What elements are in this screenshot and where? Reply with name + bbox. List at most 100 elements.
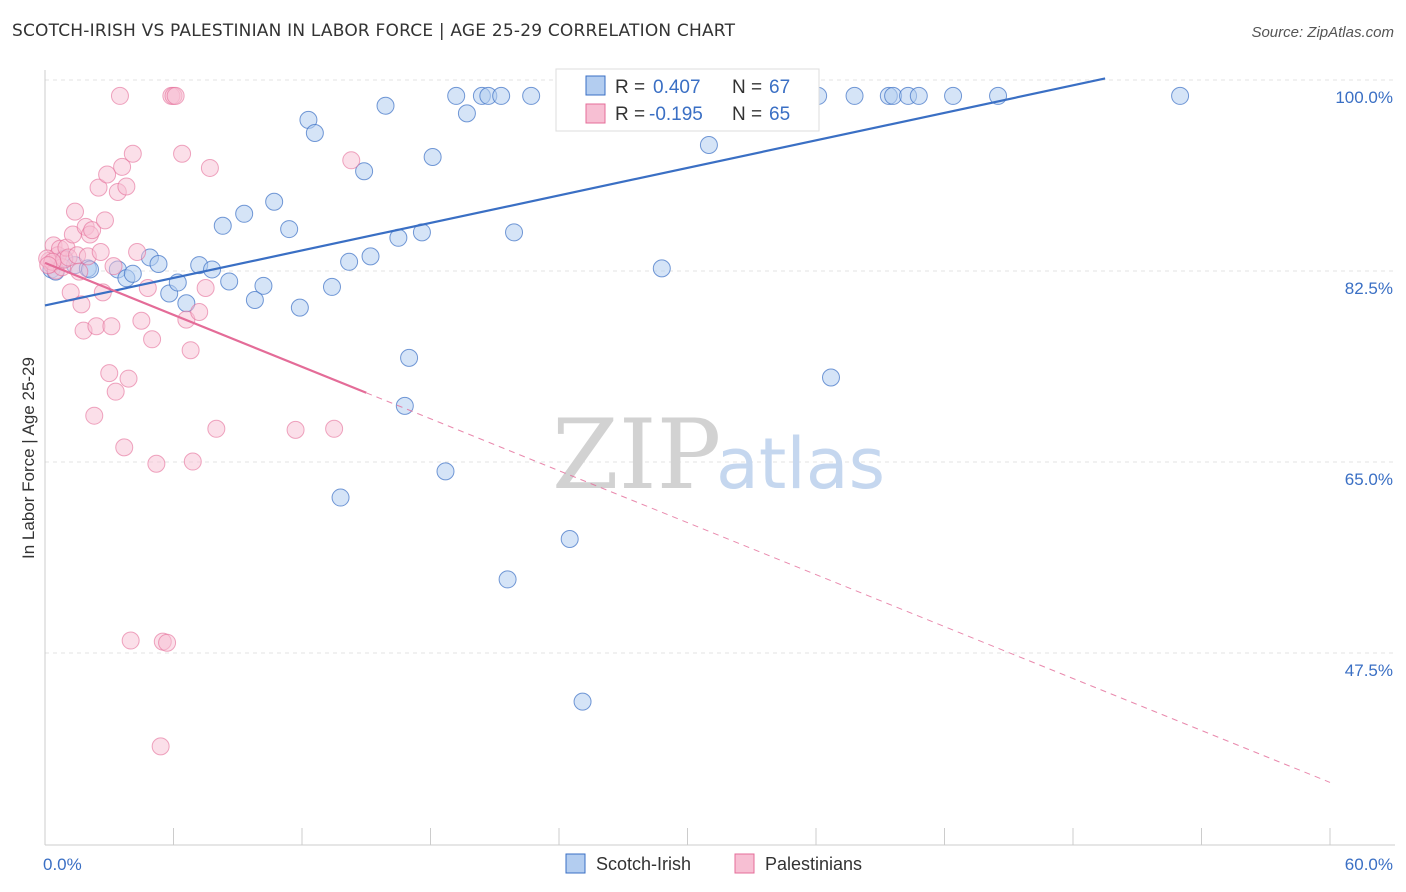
scotch-irish-point bbox=[149, 254, 168, 273]
palestinian-point bbox=[151, 737, 170, 756]
palestinian-point bbox=[102, 317, 121, 336]
palestinian-point bbox=[113, 157, 132, 176]
trend-lines bbox=[44, 77, 1331, 783]
palestinian-point bbox=[183, 452, 202, 471]
y-tick-label: 47.5% bbox=[1345, 661, 1393, 680]
palestinian-point bbox=[207, 419, 226, 438]
palestinian-trend-extension bbox=[366, 392, 1331, 783]
palestinian-point bbox=[100, 364, 119, 383]
scotch-irish-point bbox=[322, 277, 341, 296]
y-axis-title: In Labor Force | Age 25-29 bbox=[19, 357, 38, 559]
palestinian-point bbox=[342, 151, 361, 170]
scotch-irish-point bbox=[436, 462, 455, 481]
watermark-atlas: atlas bbox=[716, 423, 885, 505]
scotch-irish-point bbox=[821, 368, 840, 387]
source-credit: Source: ZipAtlas.com bbox=[1251, 24, 1394, 41]
palestinian-point bbox=[181, 341, 200, 360]
palestinian-point bbox=[173, 144, 192, 163]
scotch-irish-point bbox=[245, 291, 264, 310]
palestinian-point bbox=[110, 86, 129, 105]
palestinian-point bbox=[196, 279, 215, 297]
stats-n-label-palestinians: N = bbox=[732, 104, 762, 125]
stats-swatch-scotch-irish bbox=[585, 75, 606, 96]
scotch-irish-point bbox=[423, 148, 442, 167]
scotch-irish-point bbox=[1171, 86, 1190, 105]
scotch-irish-point bbox=[492, 86, 511, 105]
legend: Scotch-Irish Palestinians bbox=[565, 853, 862, 874]
x-tick-label-min: 0.0% bbox=[43, 855, 82, 874]
y-tick-label: 82.5% bbox=[1345, 279, 1393, 298]
palestinian-point bbox=[123, 144, 142, 163]
scotch-irish-point bbox=[305, 124, 324, 143]
scotch-irish-point bbox=[331, 488, 350, 507]
scotch-irish-point bbox=[361, 247, 380, 266]
stats-n-palestinians: 65 bbox=[769, 104, 790, 125]
palestinian-point bbox=[119, 369, 138, 388]
scotch-irish-point bbox=[235, 204, 254, 223]
stats-r-label-palestinians: R = bbox=[615, 104, 645, 125]
palestinian-point bbox=[85, 406, 104, 425]
stats-r-label-scotch-irish: R = bbox=[615, 77, 645, 98]
chart-title: SCOTCH-IRISH VS PALESTINIAN IN LABOR FOR… bbox=[12, 21, 736, 41]
palestinian-point bbox=[95, 211, 114, 230]
palestinian-point bbox=[117, 177, 136, 196]
y-tick-label: 100.0% bbox=[1335, 88, 1393, 107]
scotch-irish-point bbox=[699, 136, 718, 155]
legend-label-scotch-irish[interactable]: Scotch-Irish bbox=[596, 854, 691, 874]
palestinian-point bbox=[91, 242, 110, 261]
palestinian-trend-line bbox=[44, 261, 367, 394]
palestinian-point bbox=[83, 221, 102, 240]
scotch-irish-point bbox=[254, 276, 273, 295]
palestinian-point bbox=[200, 158, 219, 177]
stats-r-palestinians: -0.195 bbox=[649, 104, 703, 125]
palestinian-point bbox=[72, 295, 91, 314]
palestinian-point bbox=[286, 420, 305, 439]
scotch-irish-point bbox=[652, 259, 671, 278]
stats-r-scotch-irish: 0.407 bbox=[653, 77, 701, 98]
scotch-irish-point bbox=[498, 570, 517, 589]
scotch-irish-point bbox=[213, 216, 232, 235]
scotch-irish-point bbox=[909, 86, 928, 105]
scotch-irish-point bbox=[400, 348, 419, 367]
scotch-irish-point bbox=[376, 96, 395, 115]
palestinian-point bbox=[166, 86, 185, 105]
stats-box: R = 0.407 N = 67 R = -0.195 N = 65 bbox=[555, 68, 820, 132]
y-axis-tick-labels: 100.0% 82.5% 65.0% 47.5% bbox=[1335, 88, 1393, 680]
x-axis-ticks bbox=[44, 828, 1331, 845]
palestinian-point bbox=[115, 438, 134, 457]
legend-label-palestinians[interactable]: Palestinians bbox=[765, 854, 862, 874]
scotch-irish-trend-line bbox=[44, 77, 1106, 307]
legend-swatch-scotch-irish[interactable] bbox=[565, 853, 586, 874]
scotch-irish-point bbox=[340, 252, 359, 271]
palestinian-point bbox=[104, 257, 123, 276]
scotch-irish-point bbox=[280, 220, 299, 239]
scotch-irish-point bbox=[884, 86, 903, 105]
scotch-irish-point bbox=[123, 264, 142, 283]
palestinian-point bbox=[132, 311, 151, 330]
y-tick-label: 65.0% bbox=[1345, 470, 1393, 489]
scotch-irish-point bbox=[560, 530, 579, 549]
palestinian-point bbox=[147, 454, 166, 473]
palestinian-point bbox=[158, 633, 177, 652]
palestinian-points bbox=[38, 86, 361, 756]
palestinian-point bbox=[87, 317, 106, 336]
scotch-irish-point bbox=[944, 86, 963, 105]
palestinian-point bbox=[65, 202, 84, 221]
palestinian-point bbox=[106, 382, 125, 401]
legend-swatch-palestinians[interactable] bbox=[734, 853, 755, 874]
palestinian-point bbox=[325, 419, 344, 438]
palestinian-point bbox=[128, 242, 147, 261]
x-tick-label-max: 60.0% bbox=[1345, 855, 1393, 874]
watermark-zip: ZIP bbox=[552, 399, 721, 511]
scotch-irish-point bbox=[265, 192, 284, 211]
scotch-irish-point bbox=[457, 104, 476, 123]
palestinian-point bbox=[190, 303, 209, 322]
palestinian-point bbox=[98, 165, 117, 184]
scotch-irish-point bbox=[573, 692, 592, 711]
stats-swatch-palestinians bbox=[585, 103, 606, 124]
gridlines bbox=[45, 79, 1395, 654]
scotch-irish-point bbox=[220, 272, 239, 291]
scotch-irish-point bbox=[845, 86, 864, 105]
palestinian-point bbox=[143, 330, 162, 349]
